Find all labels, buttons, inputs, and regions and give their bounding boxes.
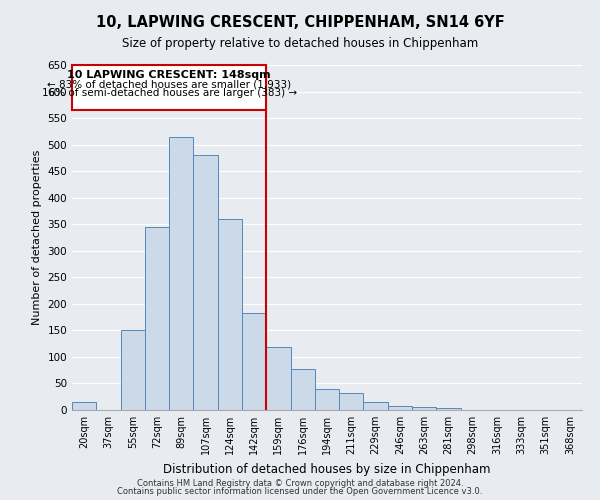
Bar: [388, 406, 412, 410]
Bar: [145, 227, 169, 410]
Bar: [364, 402, 388, 410]
Bar: [169, 136, 193, 410]
X-axis label: Distribution of detached houses by size in Chippenham: Distribution of detached houses by size …: [163, 462, 491, 475]
Y-axis label: Number of detached properties: Number of detached properties: [32, 150, 42, 325]
Text: 10, LAPWING CRESCENT, CHIPPENHAM, SN14 6YF: 10, LAPWING CRESCENT, CHIPPENHAM, SN14 6…: [95, 15, 505, 30]
Bar: [266, 348, 290, 410]
Bar: [121, 330, 145, 410]
Bar: [412, 408, 436, 410]
Text: Contains HM Land Registry data © Crown copyright and database right 2024.: Contains HM Land Registry data © Crown c…: [137, 478, 463, 488]
Text: 16% of semi-detached houses are larger (383) →: 16% of semi-detached houses are larger (…: [41, 88, 297, 99]
Bar: [72, 65, 266, 110]
Bar: [339, 393, 364, 410]
Bar: [72, 402, 96, 410]
Bar: [436, 408, 461, 410]
Text: Contains public sector information licensed under the Open Government Licence v3: Contains public sector information licen…: [118, 487, 482, 496]
Text: ← 83% of detached houses are smaller (1,933): ← 83% of detached houses are smaller (1,…: [47, 80, 291, 90]
Text: 10 LAPWING CRESCENT: 148sqm: 10 LAPWING CRESCENT: 148sqm: [67, 70, 271, 81]
Text: Size of property relative to detached houses in Chippenham: Size of property relative to detached ho…: [122, 38, 478, 51]
Bar: [193, 155, 218, 410]
Bar: [242, 314, 266, 410]
Bar: [315, 389, 339, 410]
Bar: [218, 219, 242, 410]
Bar: [290, 368, 315, 410]
